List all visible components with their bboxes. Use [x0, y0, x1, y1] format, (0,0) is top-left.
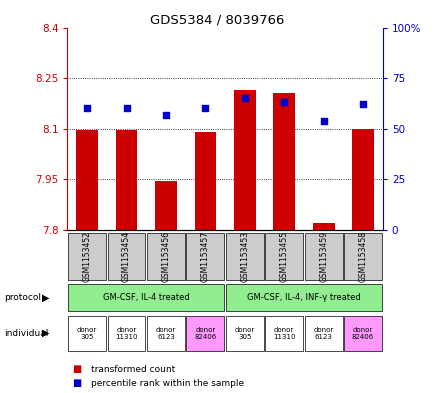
Text: GSM1153456: GSM1153456 [161, 231, 170, 282]
Point [162, 111, 169, 118]
Bar [233, 90, 255, 230]
Bar [68, 285, 224, 311]
Bar [155, 181, 176, 230]
Bar [186, 233, 224, 280]
Text: donor
82406: donor 82406 [351, 327, 373, 340]
Text: GSM1153452: GSM1153452 [82, 231, 92, 282]
Point [123, 105, 130, 112]
Text: GSM1153459: GSM1153459 [319, 231, 327, 282]
Bar [265, 233, 302, 280]
Bar [76, 130, 98, 230]
Bar [107, 233, 145, 280]
Text: ▶: ▶ [42, 328, 49, 338]
Bar [304, 316, 342, 351]
Bar [304, 233, 342, 280]
Bar [194, 132, 216, 230]
Text: donor
6123: donor 6123 [313, 327, 333, 340]
Bar [68, 233, 106, 280]
Text: GSM1153458: GSM1153458 [358, 231, 367, 282]
Text: transformed count: transformed count [91, 365, 175, 374]
Text: GM-CSF, IL-4, INF-γ treated: GM-CSF, IL-4, INF-γ treated [247, 293, 360, 302]
Bar [186, 316, 224, 351]
Bar [147, 233, 184, 280]
Text: percentile rank within the sample: percentile rank within the sample [91, 379, 244, 387]
Bar [107, 316, 145, 351]
Text: donor
82406: donor 82406 [194, 327, 216, 340]
Bar [225, 285, 381, 311]
Text: donor
11310: donor 11310 [115, 327, 138, 340]
Bar [115, 130, 137, 230]
Bar [343, 316, 381, 351]
Bar [312, 223, 334, 230]
Text: GSM1153457: GSM1153457 [201, 231, 210, 282]
Bar [68, 316, 106, 351]
Bar [225, 316, 263, 351]
Text: GDS5384 / 8039766: GDS5384 / 8039766 [150, 14, 284, 27]
Text: ▶: ▶ [42, 293, 49, 303]
Text: donor
305: donor 305 [234, 327, 254, 340]
Point [280, 99, 287, 106]
Text: individual: individual [4, 329, 49, 338]
Point [201, 105, 208, 112]
Text: GSM1153455: GSM1153455 [279, 231, 288, 282]
Point [241, 95, 248, 101]
Point [319, 118, 326, 124]
Bar [273, 93, 294, 230]
Text: donor
6123: donor 6123 [155, 327, 176, 340]
Point [359, 101, 366, 108]
Text: GM-CSF, IL-4 treated: GM-CSF, IL-4 treated [103, 293, 189, 302]
Bar [343, 233, 381, 280]
Bar [265, 316, 302, 351]
Text: ■: ■ [72, 364, 81, 375]
Text: donor
305: donor 305 [77, 327, 97, 340]
Text: ■: ■ [72, 378, 81, 388]
Text: GSM1153454: GSM1153454 [122, 231, 131, 282]
Text: protocol: protocol [4, 293, 41, 302]
Text: GSM1153453: GSM1153453 [240, 231, 249, 282]
Text: donor
11310: donor 11310 [273, 327, 295, 340]
Bar [352, 129, 373, 230]
Point [83, 105, 90, 112]
Bar [147, 316, 184, 351]
Bar [225, 233, 263, 280]
